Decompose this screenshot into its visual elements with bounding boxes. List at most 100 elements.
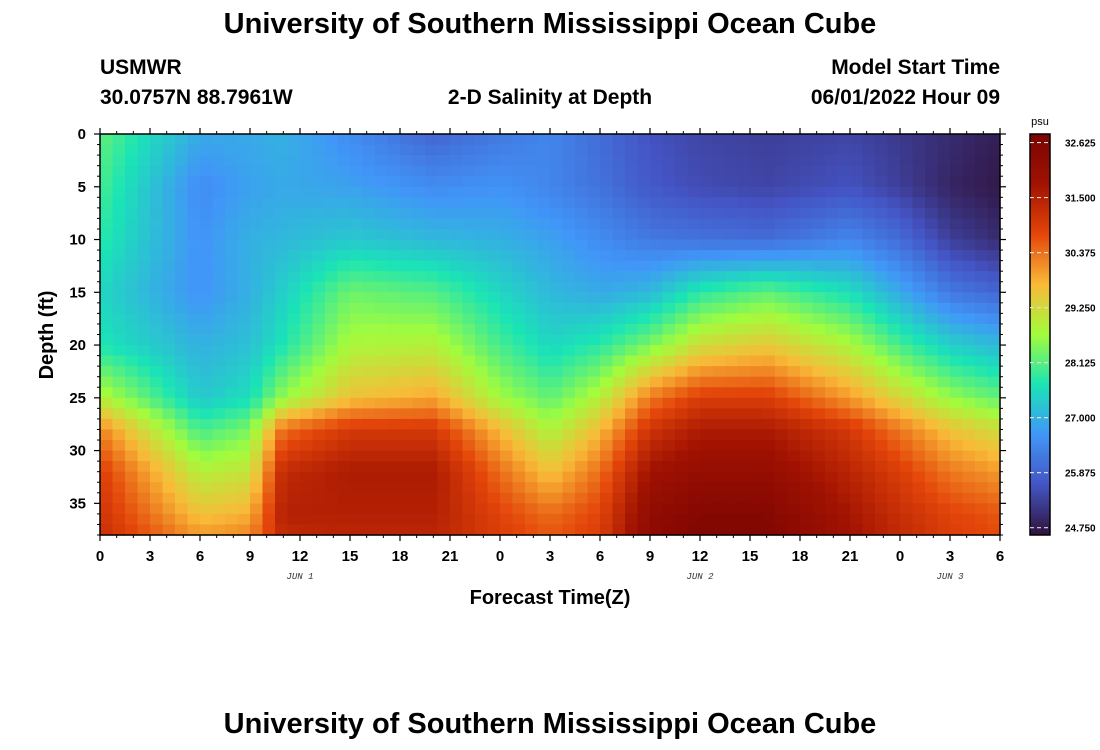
heatmap-cell (837, 450, 851, 462)
heatmap-cell (925, 281, 939, 293)
heatmap-cell (975, 471, 989, 483)
heatmap-cell (287, 387, 301, 399)
heatmap-cell (937, 418, 951, 431)
heatmap-cell (912, 397, 926, 409)
heatmap-cell (600, 461, 614, 473)
heatmap-cell (487, 176, 501, 188)
heatmap-cell (887, 366, 901, 378)
heatmap-cell (812, 387, 826, 399)
heatmap-cell (787, 408, 801, 420)
heatmap-cell (212, 250, 226, 262)
heatmap-cell (275, 281, 289, 293)
heatmap-cell (500, 334, 514, 346)
heatmap-cell (837, 355, 851, 367)
heatmap-cell (937, 176, 951, 188)
heatmap-cell (362, 176, 376, 188)
heatmap-cell (237, 429, 251, 441)
heatmap-cell (700, 186, 714, 198)
heatmap-cell (775, 313, 789, 325)
heatmap-cell (350, 429, 364, 441)
heatmap-cell (825, 366, 839, 378)
heatmap-cell (587, 250, 601, 262)
heatmap-cell (900, 207, 914, 220)
heatmap-cell (887, 397, 901, 409)
heatmap-cell (425, 228, 439, 241)
heatmap-cell (825, 503, 839, 515)
heatmap-cell (400, 302, 414, 314)
heatmap-cell (950, 513, 964, 526)
heatmap-cell (775, 302, 789, 314)
heatmap-cell (312, 513, 326, 526)
heatmap-cell (450, 218, 464, 230)
heatmap-cell (300, 429, 314, 441)
heatmap-cell (962, 387, 976, 399)
heatmap-cell (712, 176, 726, 188)
heatmap-cell (500, 292, 514, 304)
heatmap-cell (425, 471, 439, 483)
heatmap-cell (925, 155, 939, 167)
heatmap-cell (112, 155, 126, 167)
heatmap-cell (112, 450, 126, 462)
heatmap-cell (562, 260, 576, 272)
heatmap-cell (462, 260, 476, 272)
heatmap-cell (525, 334, 539, 346)
heatmap-cell (437, 450, 451, 462)
x-tick-label: 21 (442, 548, 459, 565)
heatmap-cell (337, 387, 351, 399)
heatmap-cell (250, 345, 264, 357)
heatmap-cell (675, 197, 689, 209)
heatmap-cell (750, 471, 764, 483)
heatmap-cell (562, 155, 576, 167)
heatmap-cell (862, 366, 876, 378)
heatmap-cell (925, 197, 939, 209)
heatmap-cell (862, 471, 876, 483)
heatmap-cell (637, 355, 651, 367)
heatmap-cell (525, 482, 539, 494)
heatmap-cell (712, 197, 726, 209)
heatmap-cell (375, 302, 389, 314)
heatmap-cell (212, 418, 226, 431)
heatmap-cell (512, 228, 526, 241)
heatmap-cell (700, 513, 714, 526)
heatmap-cell (512, 207, 526, 220)
heatmap-cell (750, 313, 764, 325)
heatmap-cell (625, 155, 639, 167)
heatmap-cell (987, 440, 1001, 452)
heatmap-cell (625, 165, 639, 177)
heatmap-cell (737, 313, 751, 325)
heatmap-cell (150, 144, 164, 156)
heatmap-cell (112, 387, 126, 399)
heatmap-cell (287, 355, 301, 367)
heatmap-cell (750, 134, 764, 146)
heatmap-cell (312, 492, 326, 504)
heatmap-cell (800, 239, 814, 251)
heatmap-cell (350, 302, 364, 314)
heatmap-cell (837, 313, 851, 325)
heatmap-cell (937, 503, 951, 515)
heatmap-cell (700, 387, 714, 399)
heatmap-cell (750, 524, 764, 536)
heatmap-cell (950, 250, 964, 262)
heatmap-cell (287, 144, 301, 156)
heatmap-cell (975, 524, 989, 536)
heatmap-cell (200, 524, 214, 536)
heatmap-cell (362, 228, 376, 241)
heatmap-cell (100, 250, 114, 262)
heatmap-cell (875, 482, 889, 494)
heatmap-cell (650, 440, 664, 452)
heatmap-cell (150, 207, 164, 220)
heatmap-cell (975, 334, 989, 346)
heatmap-cell (437, 144, 451, 156)
heatmap-cell (250, 218, 264, 230)
heatmap-cell (175, 513, 189, 526)
heatmap-cell (800, 334, 814, 346)
heatmap-cell (625, 334, 639, 346)
heatmap-cell (387, 313, 401, 325)
heatmap-cell (175, 323, 189, 336)
heatmap-cell (900, 461, 914, 473)
heatmap-cell (412, 492, 426, 504)
heatmap-cell (962, 440, 976, 452)
heatmap-cell (587, 355, 601, 367)
heatmap-cell (775, 155, 789, 167)
